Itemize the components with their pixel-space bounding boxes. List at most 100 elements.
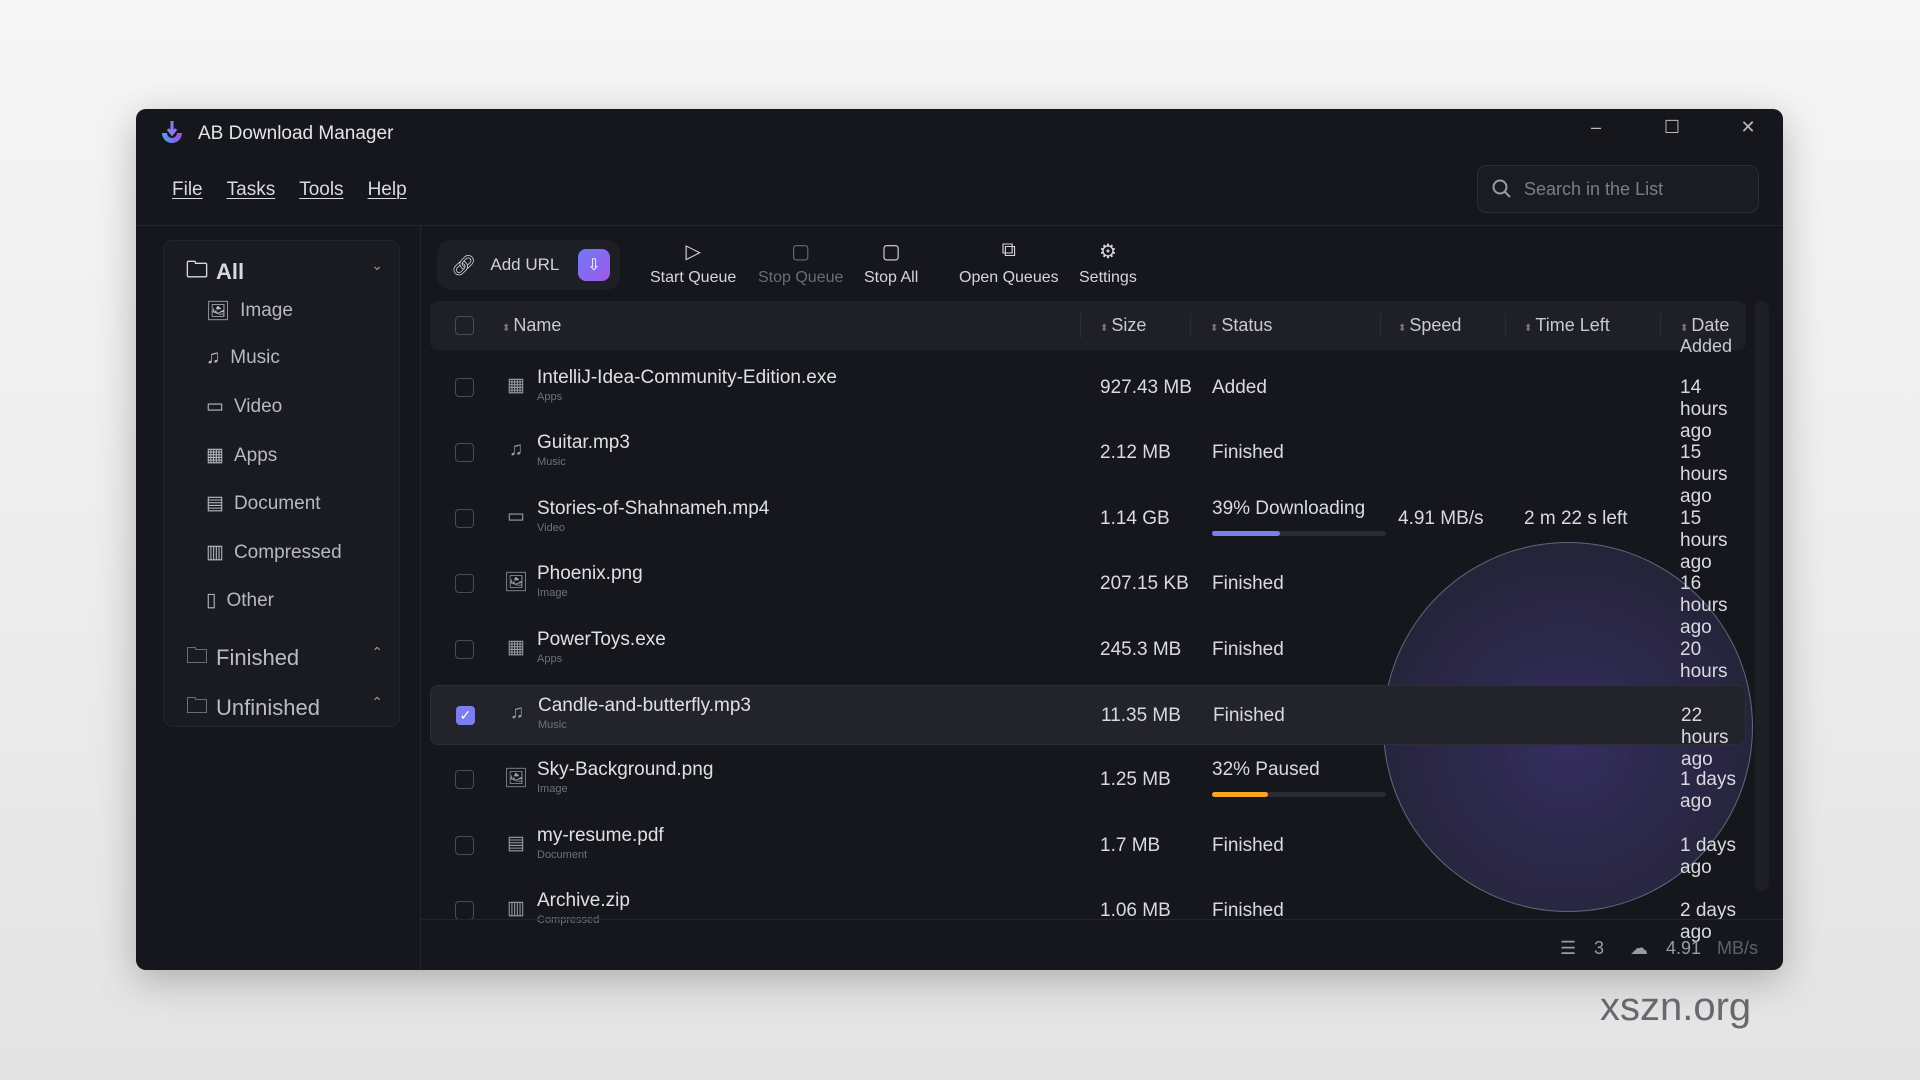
date-added: 14 hours ago [1680, 377, 1728, 442]
column-speed[interactable]: ⬍ Speed [1398, 315, 1462, 335]
maximize-button[interactable]: ☐ [1663, 117, 1681, 137]
chevron-up-icon[interactable]: ⌃ [371, 694, 383, 710]
row-checkbox[interactable]: ✓ [456, 706, 475, 725]
sidebar-item-compressed[interactable]: ▥ Compressed [206, 541, 342, 564]
row-checkbox[interactable] [455, 508, 474, 528]
table-row[interactable]: 🖼 Phoenix.png Image 207.15 KB Finished 1… [430, 554, 1746, 638]
column-name[interactable]: ⬍ Name [502, 315, 562, 335]
date-added: 1 days ago [1680, 769, 1736, 813]
chevron-up-icon[interactable]: ⌃ [371, 644, 383, 660]
table-row[interactable]: ▦ PowerToys.exe Apps 245.3 MB Finished 2… [430, 620, 1746, 704]
table-row[interactable]: ✓ ♫ Candle-and-butterfly.mp3 Music 11.35… [430, 685, 1746, 770]
video-icon: ▭ [206, 396, 224, 417]
column-date-added[interactable]: ⬍ Date Added [1680, 315, 1733, 356]
table-row[interactable]: ▥ Archive.zip Compressed 1.06 MB Finishe… [430, 881, 1746, 943]
folder-icon: 🗀 [186, 257, 209, 282]
file-type: Apps [537, 652, 563, 665]
divider [136, 225, 1783, 226]
column-divider[interactable] [1080, 313, 1081, 338]
app-window: AB Download Manager – ☐ ✕ File Tasks Too… [136, 109, 1783, 970]
row-checkbox[interactable] [455, 639, 474, 659]
start-queue-button[interactable]: ▷ Start Queue [650, 241, 737, 286]
row-checkbox[interactable] [455, 443, 474, 463]
sidebar-item-music[interactable]: ♫ Music [206, 347, 280, 368]
divider [420, 226, 421, 970]
app-logo-icon [162, 121, 182, 143]
stop-queue-button[interactable]: ▢ Stop Queue [758, 241, 844, 286]
file-name: Phoenix.png [537, 563, 643, 585]
music-icon: ♫ [509, 702, 525, 723]
file-name: IntelliJ-Idea-Community-Edition.exe [537, 367, 837, 388]
progress-fill [1212, 530, 1280, 536]
scrollbar[interactable] [1755, 301, 1769, 891]
table-row[interactable]: ▤ my-resume.pdf Document 1.7 MB Finished… [430, 816, 1746, 878]
image-icon: 🖼 [504, 768, 529, 790]
chevron-down-icon[interactable]: ⌄ [371, 257, 383, 273]
menu-tasks[interactable]: Tasks [226, 179, 276, 200]
file-name: my-resume.pdf [537, 824, 664, 846]
document-icon: ▤ [206, 493, 224, 514]
list-icon: ☰ [1560, 938, 1577, 958]
table-row[interactable]: ▦ IntelliJ-Idea-Community-Edition.exe Ap… [430, 358, 1746, 442]
search-input[interactable]: Search in the List [1477, 165, 1759, 213]
row-checkbox[interactable] [455, 901, 474, 921]
menu-bar: File Tasks Tools Help [172, 179, 407, 201]
row-checkbox[interactable] [455, 574, 474, 594]
stop-all-button[interactable]: ▢ Stop All [864, 241, 919, 286]
sidebar-item-finished[interactable]: 🗀 Finished [186, 639, 299, 677]
column-status[interactable]: ⬍ Status [1210, 315, 1273, 335]
sidebar-item-other[interactable]: ▯ Other [206, 589, 274, 612]
menu-tools[interactable]: Tools [299, 179, 344, 200]
select-all-checkbox[interactable] [455, 316, 474, 335]
status-text: Added [1212, 377, 1267, 398]
date-added: 22 hours ago [1681, 705, 1729, 770]
minimize-button[interactable]: – [1590, 117, 1601, 137]
file-size: 927.43 MB [1100, 377, 1192, 398]
status-text: Finished [1212, 442, 1284, 464]
file-type: Music [538, 719, 567, 731]
open-queues-button[interactable]: ⧉ Open Queues [959, 239, 1059, 286]
row-checkbox[interactable] [455, 378, 474, 397]
menu-help[interactable]: Help [367, 179, 407, 200]
column-size[interactable]: ⬍ Size [1100, 315, 1147, 335]
video-icon: ▭ [507, 505, 525, 527]
status-text: 39% Downloading [1212, 497, 1366, 519]
row-checkbox[interactable] [455, 835, 474, 855]
column-divider[interactable] [1380, 313, 1381, 338]
folder-icon: 🗀 [186, 643, 209, 668]
file-type: Apps [537, 391, 563, 403]
music-icon: ♫ [206, 347, 221, 368]
settings-button[interactable]: ⚙ Settings [1079, 241, 1137, 286]
file-size: 245.3 MB [1100, 638, 1182, 660]
compressed-icon: ▥ [206, 542, 224, 563]
apps-icon: ▦ [206, 445, 224, 466]
time-left: 2 m 22 s left [1524, 507, 1628, 529]
file-size: 1.14 GB [1100, 507, 1170, 529]
sidebar-item-apps[interactable]: ▦ Apps [206, 444, 278, 467]
table-row[interactable]: ▭ Stories-of-Shahnameh.mp4 Video 1.14 GB… [430, 489, 1746, 573]
table-row[interactable]: 🖼 Sky-Background.png Image 1.25 MB 32% P… [430, 750, 1746, 813]
table-row[interactable]: ♫ Guitar.mp3 Music 2.12 MB Finished 15 h… [430, 423, 1746, 507]
apps-icon: ▦ [507, 375, 525, 396]
close-button[interactable]: ✕ [1740, 117, 1756, 137]
sidebar-item-document[interactable]: ▤ Document [206, 492, 321, 515]
add-url-button[interactable]: 🔗︎ Add URL ⇩ [437, 240, 620, 290]
compressed-icon: ▥ [507, 898, 525, 920]
sidebar-item-unfinished[interactable]: 🗀 Unfinished [186, 689, 320, 727]
date-added: 15 hours ago [1680, 507, 1728, 573]
column-divider[interactable] [1505, 313, 1506, 338]
table-header: ⬍ Name ⬍ Size ⬍ Status ⬍ Speed ⬍ Time Left ⬍ D… [430, 301, 1746, 356]
column-time-left[interactable]: ⬍ Time Left [1524, 315, 1610, 335]
sidebar-item-video[interactable]: ▭ Video [206, 395, 283, 418]
column-divider[interactable] [1190, 313, 1191, 338]
sidebar-item-image[interactable]: 🖼 Image [206, 300, 293, 322]
sidebar-item-all[interactable]: 🗀 All [186, 253, 244, 291]
cloud-download-icon[interactable]: ⇩ [578, 249, 610, 281]
sidebar: 🗀 All ⌄ 🖼 Image ♫ Music ▭ Video ▦ Apps ▤ Docum… [163, 240, 400, 727]
row-checkbox[interactable] [455, 770, 474, 790]
stop-icon: ▢ [791, 241, 811, 263]
menu-file[interactable]: File [172, 179, 203, 200]
file-size: 207.15 KB [1100, 573, 1189, 595]
queues-icon: ⧉ [1001, 239, 1016, 261]
column-divider[interactable] [1660, 313, 1661, 338]
